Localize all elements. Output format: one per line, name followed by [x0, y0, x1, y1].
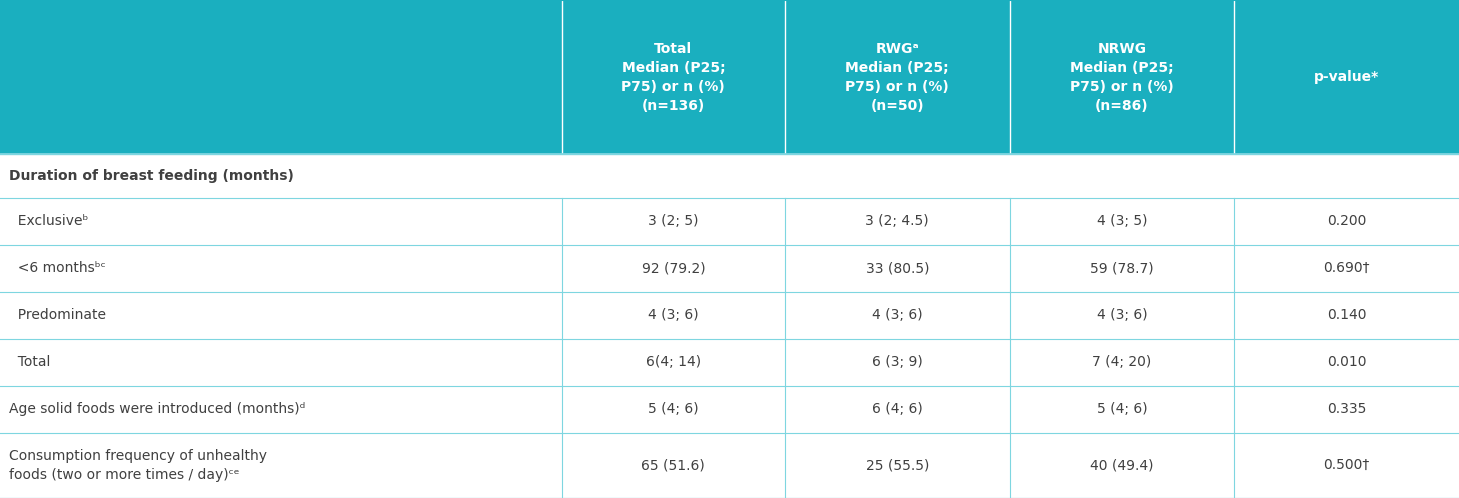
Text: 0.500†: 0.500† — [1323, 458, 1370, 472]
Text: 7 (4; 20): 7 (4; 20) — [1093, 355, 1151, 369]
Text: 5 (4; 6): 5 (4; 6) — [1097, 402, 1147, 416]
Text: 4 (3; 6): 4 (3; 6) — [1097, 308, 1147, 322]
Text: 25 (55.5): 25 (55.5) — [865, 458, 929, 472]
Text: Age solid foods were introduced (months)ᵈ: Age solid foods were introduced (months)… — [9, 402, 305, 416]
Bar — [0, 198, 1459, 245]
Text: 5 (4; 6): 5 (4; 6) — [648, 402, 699, 416]
Bar — [0, 154, 1459, 198]
Text: 33 (80.5): 33 (80.5) — [865, 261, 929, 275]
Text: 3 (2; 4.5): 3 (2; 4.5) — [865, 215, 929, 229]
Text: 59 (78.7): 59 (78.7) — [1090, 261, 1154, 275]
Bar — [0, 292, 1459, 339]
Bar — [0, 386, 1459, 433]
Text: 4 (3; 6): 4 (3; 6) — [648, 308, 699, 322]
Text: Predominate: Predominate — [9, 308, 105, 322]
Text: 0.010: 0.010 — [1326, 355, 1367, 369]
Text: 92 (79.2): 92 (79.2) — [642, 261, 705, 275]
Text: Total: Total — [9, 355, 50, 369]
Text: <6 monthsᵇᶜ: <6 monthsᵇᶜ — [9, 261, 105, 275]
Bar — [0, 339, 1459, 386]
Bar — [0, 245, 1459, 292]
Text: 3 (2; 5): 3 (2; 5) — [648, 215, 699, 229]
Text: 0.200: 0.200 — [1328, 215, 1366, 229]
Text: Duration of breast feeding (months): Duration of breast feeding (months) — [9, 169, 293, 183]
Bar — [0, 433, 1459, 498]
Text: RWGᵃ
Median (P25;
P75) or n (%)
(n=50): RWGᵃ Median (P25; P75) or n (%) (n=50) — [845, 42, 950, 113]
Text: Exclusiveᵇ: Exclusiveᵇ — [9, 215, 88, 229]
Text: 0.335: 0.335 — [1328, 402, 1366, 416]
Text: NRWG
Median (P25;
P75) or n (%)
(n=86): NRWG Median (P25; P75) or n (%) (n=86) — [1069, 42, 1174, 113]
Text: 0.690†: 0.690† — [1323, 261, 1370, 275]
Bar — [0, 0, 1459, 154]
Text: 6 (3; 9): 6 (3; 9) — [872, 355, 922, 369]
Text: 6(4; 14): 6(4; 14) — [646, 355, 700, 369]
Text: Consumption frequency of unhealthy
foods (two or more times / day)ᶜᵉ: Consumption frequency of unhealthy foods… — [9, 449, 267, 482]
Text: 40 (49.4): 40 (49.4) — [1090, 458, 1154, 472]
Text: Total
Median (P25;
P75) or n (%)
(n=136): Total Median (P25; P75) or n (%) (n=136) — [622, 42, 725, 113]
Text: 4 (3; 6): 4 (3; 6) — [872, 308, 922, 322]
Text: 6 (4; 6): 6 (4; 6) — [872, 402, 922, 416]
Text: p-value*: p-value* — [1315, 70, 1379, 84]
Text: 0.140: 0.140 — [1326, 308, 1367, 322]
Text: 65 (51.6): 65 (51.6) — [642, 458, 705, 472]
Text: 4 (3; 5): 4 (3; 5) — [1097, 215, 1147, 229]
